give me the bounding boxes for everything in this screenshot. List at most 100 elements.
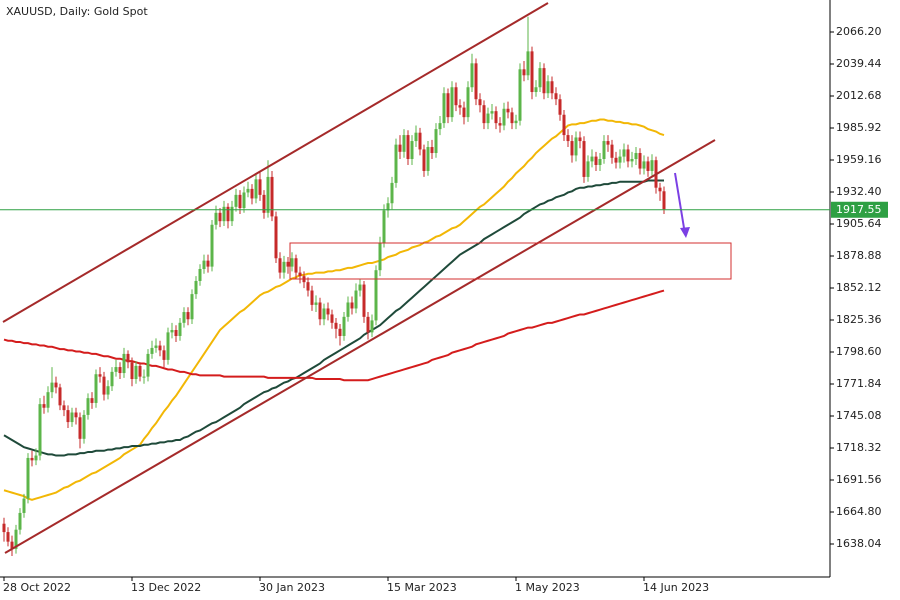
candle-body bbox=[554, 93, 558, 100]
candle-body bbox=[506, 108, 510, 113]
candle-body bbox=[430, 147, 434, 154]
candle-body bbox=[138, 365, 142, 377]
candle-body bbox=[310, 290, 314, 305]
candle-body bbox=[558, 99, 562, 115]
candle-body bbox=[358, 284, 362, 291]
y-tick-label: 1878.88 bbox=[836, 249, 882, 262]
candle-body bbox=[466, 87, 470, 118]
candle-body bbox=[70, 412, 74, 423]
candle-body bbox=[242, 192, 246, 209]
candle-body bbox=[238, 194, 242, 209]
candle-body bbox=[426, 147, 430, 171]
candle-body bbox=[130, 362, 134, 380]
candle-body bbox=[658, 187, 662, 192]
candle-body bbox=[250, 188, 254, 199]
arrow-shaft bbox=[674, 172, 685, 229]
x-tick-label: 14 Jun 2023 bbox=[643, 581, 709, 594]
candle-body bbox=[54, 382, 58, 388]
candle-body bbox=[106, 386, 110, 395]
candle-body bbox=[198, 269, 202, 281]
y-tick-label: 1691.56 bbox=[836, 473, 882, 486]
y-tick-label: 1932.40 bbox=[836, 185, 882, 198]
candle-body bbox=[414, 132, 418, 142]
x-tick-label: 15 Mar 2023 bbox=[387, 581, 457, 594]
candle-body bbox=[146, 353, 150, 377]
candle-body bbox=[298, 272, 302, 277]
channel-lower bbox=[4, 139, 716, 554]
candle-body bbox=[470, 63, 474, 88]
candle-body bbox=[646, 161, 650, 171]
candle-body bbox=[330, 314, 334, 323]
candle-body bbox=[562, 114, 566, 136]
candle-body bbox=[34, 455, 38, 461]
candle-body bbox=[2, 523, 6, 533]
candle-body bbox=[458, 105, 462, 108]
candles bbox=[2, 16, 666, 557]
candle-body bbox=[218, 212, 222, 222]
candle-body bbox=[246, 188, 250, 193]
candle-body bbox=[502, 108, 506, 126]
candle-body bbox=[294, 258, 298, 273]
candle-body bbox=[178, 322, 182, 336]
candle-body bbox=[614, 157, 618, 163]
candle-body bbox=[234, 194, 238, 207]
y-tick-label: 1745.08 bbox=[836, 409, 882, 422]
candle-body bbox=[58, 387, 62, 406]
candle-body bbox=[354, 290, 358, 309]
chart-title: XAUUSD, Daily: Gold Spot bbox=[6, 5, 148, 18]
x-tick-label: 1 May 2023 bbox=[515, 581, 580, 594]
candle-body bbox=[546, 81, 550, 94]
candle-body bbox=[630, 158, 634, 162]
candle-body bbox=[622, 149, 626, 157]
candle-body bbox=[50, 382, 54, 393]
candle-body bbox=[290, 258, 294, 267]
candle-body bbox=[418, 132, 422, 150]
candle-body bbox=[122, 353, 126, 374]
x-tick-label: 30 Jan 2023 bbox=[259, 581, 325, 594]
candle-body bbox=[370, 320, 374, 333]
candle-body bbox=[486, 113, 490, 124]
candle-body bbox=[334, 322, 338, 329]
y-tick-label: 1852.12 bbox=[836, 281, 882, 294]
candle-body bbox=[534, 87, 538, 93]
y-tick-label: 2012.68 bbox=[836, 89, 882, 102]
candle-body bbox=[346, 302, 350, 317]
candle-body bbox=[30, 457, 34, 461]
arrow-head bbox=[680, 227, 690, 238]
candle-body bbox=[514, 120, 518, 124]
candle-body bbox=[326, 308, 330, 315]
candle-body bbox=[566, 135, 570, 142]
candle-body bbox=[450, 87, 454, 118]
candle-body bbox=[434, 129, 438, 154]
candle-body bbox=[98, 374, 102, 377]
candle-body bbox=[274, 216, 278, 259]
candle-body bbox=[522, 69, 526, 76]
candle-body bbox=[526, 51, 530, 76]
y-tick-label: 1959.16 bbox=[836, 153, 882, 166]
candle-body bbox=[62, 405, 66, 411]
candle-body bbox=[446, 93, 450, 118]
candle-body bbox=[134, 365, 138, 380]
candle-body bbox=[202, 260, 206, 270]
channel-upper bbox=[2, 2, 549, 323]
candle-body bbox=[626, 149, 630, 162]
ma-line bbox=[3, 179, 664, 457]
candle-body bbox=[442, 93, 446, 124]
candle-body bbox=[182, 312, 186, 323]
candle-body bbox=[474, 63, 478, 100]
candle-body bbox=[582, 141, 586, 177]
candle-body bbox=[494, 111, 498, 124]
candle-body bbox=[530, 51, 534, 93]
candle-body bbox=[438, 123, 442, 130]
candle-body bbox=[282, 261, 286, 273]
candle-body bbox=[478, 99, 482, 106]
candle-body bbox=[570, 141, 574, 156]
candle-body bbox=[594, 156, 598, 165]
candle-body bbox=[662, 191, 666, 210]
candle-body bbox=[510, 112, 514, 124]
candle-body bbox=[262, 194, 266, 213]
candle-body bbox=[378, 242, 382, 271]
candle-body bbox=[154, 345, 158, 348]
